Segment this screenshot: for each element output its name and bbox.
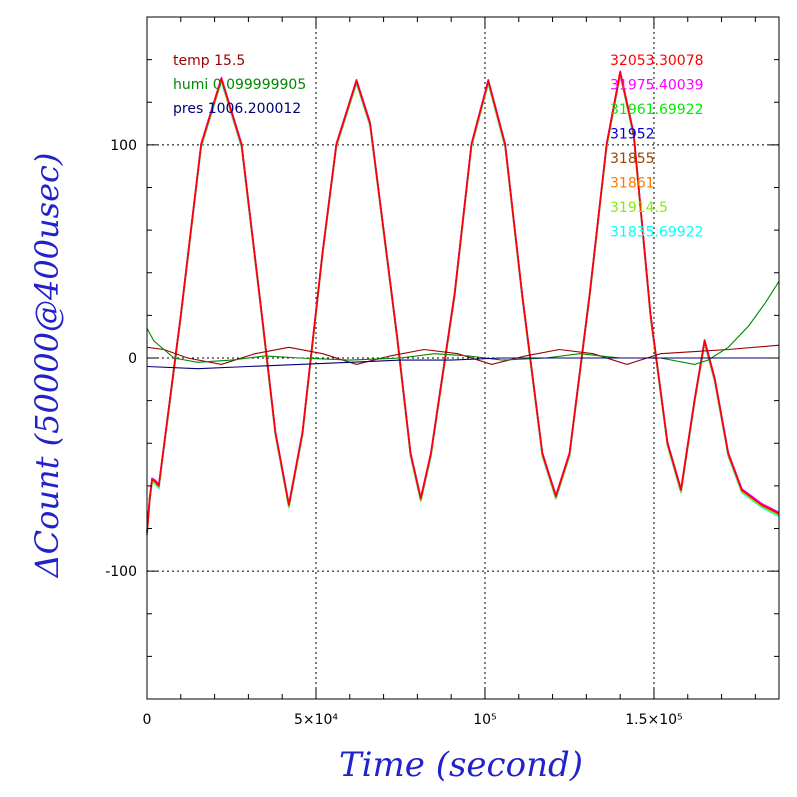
env-legend-entry: pres 1006.200012 [173,101,301,117]
x-tick-label: 1.5×10⁵ [625,712,682,728]
series-layer [146,70,780,536]
y-tick-label: -100 [105,564,137,580]
x-tick-label: 5×10⁴ [294,712,338,728]
ticks: 0 5×10⁴ 10⁵ 1.5×10⁵ -100 0 100 [105,16,779,728]
series-line-31975.40039 [146,70,780,532]
series-legend-entry: 31861 [610,176,655,192]
y-tick-label: 0 [128,351,137,367]
series-legend-entry: 31835.69922 [610,225,704,241]
env-line-humi [146,281,780,365]
series-legend-entry: 31952 [610,127,655,143]
env-legend-entry: temp 15.5 [173,53,245,69]
x-tick-label: 10⁵ [473,712,496,728]
x-tick-label: 0 [143,712,152,728]
env-legend: temp 15.5 humi 0.099999905 pres 1006.20001… [173,53,306,117]
env-line-pres [146,357,779,370]
series-line-32053.30078 [146,71,780,533]
series-legend-entry: 32053.30078 [610,53,704,69]
series-legend-entry: 31855 [610,151,655,167]
series-legend: 32053.30078 31975.40039 31961.69922 31952 31… [610,53,704,241]
series-legend-entry: 31975.40039 [610,78,704,94]
series-legend-entry: 31914.5 [610,200,668,216]
env-line-temp [146,344,780,365]
series-legend-entry: 31961.69922 [610,102,704,118]
y-axis-title: ΔCount (50000@400usec) [28,153,66,580]
x-axis-title: Time (second) [339,745,583,785]
env-legend-entry: humi 0.099999905 [173,77,306,93]
y-tick-label: 100 [110,138,137,154]
